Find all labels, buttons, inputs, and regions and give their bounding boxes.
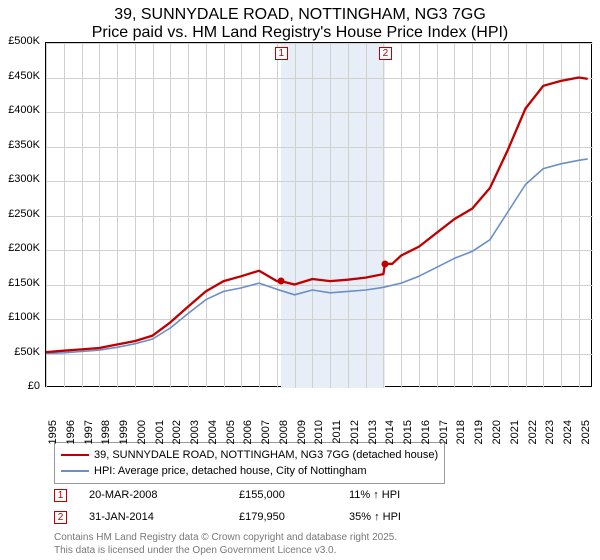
y-tick-label: £0	[0, 380, 40, 392]
x-tick-label: 2020	[491, 420, 503, 450]
x-tick-label: 2008	[278, 420, 290, 450]
legend-row: HPI: Average price, detached house, City…	[61, 463, 438, 479]
sale-hpi-delta: 11% ↑ HPI	[349, 489, 449, 501]
y-tick-label: £450K	[0, 70, 40, 82]
legend-label: HPI: Average price, detached house, City…	[94, 465, 367, 477]
x-tick-label: 1997	[83, 420, 95, 450]
attribution-line: This data is licensed under the Open Gov…	[54, 545, 397, 558]
sale-date: 31-JAN-2014	[89, 511, 239, 523]
x-tick-label: 2012	[349, 420, 361, 450]
title-line-1: 39, SUNNYDALE ROAD, NOTTINGHAM, NG3 7GG	[0, 6, 600, 24]
x-tick-label: 2015	[402, 420, 414, 450]
legend-swatch-hpi	[61, 470, 89, 472]
sale-dot	[381, 260, 388, 267]
sales-table: 1 20-MAR-2008£155,00011% ↑ HPI 2 31-JAN-201…	[54, 484, 449, 528]
x-tick-label: 2011	[331, 420, 343, 450]
legend-swatch-price-paid	[61, 454, 89, 457]
x-tick-label: 2021	[509, 420, 521, 450]
x-tick-label: 2025	[580, 420, 592, 450]
title-line-2: Price paid vs. HM Land Registry's House …	[0, 24, 600, 42]
sale-price: £179,950	[239, 511, 349, 523]
x-tick-label: 1996	[65, 420, 77, 450]
x-tick-label: 1998	[100, 420, 112, 450]
x-tick-label: 1995	[47, 420, 59, 450]
legend-label: 39, SUNNYDALE ROAD, NOTTINGHAM, NG3 7GG …	[94, 449, 438, 461]
x-tick-label: 2017	[438, 420, 450, 450]
x-tick-label: 2014	[384, 420, 396, 450]
y-tick-label: £150K	[0, 277, 40, 289]
title-block: 39, SUNNYDALE ROAD, NOTTINGHAM, NG3 7GG …	[0, 0, 600, 42]
x-tick-label: 2022	[527, 420, 539, 450]
x-tick-label: 2009	[296, 420, 308, 450]
sale-price: £155,000	[239, 489, 349, 501]
sale-hpi-delta: 35% ↑ HPI	[349, 511, 449, 523]
x-tick-label: 2001	[154, 420, 166, 450]
plot-area: 12	[45, 42, 592, 387]
attribution: Contains HM Land Registry data © Crown c…	[54, 532, 397, 557]
x-tick-label: 2023	[544, 420, 556, 450]
x-tick-label: 2004	[207, 420, 219, 450]
x-tick-label: 2005	[225, 420, 237, 450]
sale-dot	[277, 278, 284, 285]
x-tick-label: 2000	[136, 420, 148, 450]
series-svg	[46, 43, 593, 388]
x-tick-label: 2019	[473, 420, 485, 450]
x-tick-label: 2013	[367, 420, 379, 450]
x-tick-label: 2018	[455, 420, 467, 450]
sale-marker-2: 2	[379, 47, 392, 60]
y-tick-label: £100K	[0, 311, 40, 323]
y-tick-label: £400K	[0, 104, 40, 116]
sale-row: 2 31-JAN-2014£179,95035% ↑ HPI	[54, 506, 449, 528]
x-tick-label: 2024	[562, 420, 574, 450]
sale-row: 1 20-MAR-2008£155,00011% ↑ HPI	[54, 484, 449, 506]
x-tick-label: 2007	[260, 420, 272, 450]
y-tick-label: £50K	[0, 346, 40, 358]
y-tick-label: £300K	[0, 173, 40, 185]
sale-date: 20-MAR-2008	[89, 489, 239, 501]
sale-marker-1: 1	[275, 47, 288, 60]
x-tick-label: 2016	[420, 420, 432, 450]
chart-container: 39, SUNNYDALE ROAD, NOTTINGHAM, NG3 7GG …	[0, 0, 600, 560]
x-tick-label: 2006	[242, 420, 254, 450]
sale-row-marker: 1	[54, 489, 67, 502]
series-line-hpi	[46, 159, 588, 354]
x-tick-label: 2003	[189, 420, 201, 450]
y-tick-label: £200K	[0, 242, 40, 254]
y-tick-label: £350K	[0, 139, 40, 151]
y-tick-label: £500K	[0, 35, 40, 47]
attribution-line: Contains HM Land Registry data © Crown c…	[54, 532, 397, 545]
y-tick-label: £250K	[0, 208, 40, 220]
sale-row-marker: 2	[54, 511, 67, 524]
x-tick-label: 2010	[313, 420, 325, 450]
x-tick-label: 1999	[118, 420, 130, 450]
x-tick-label: 2002	[171, 420, 183, 450]
